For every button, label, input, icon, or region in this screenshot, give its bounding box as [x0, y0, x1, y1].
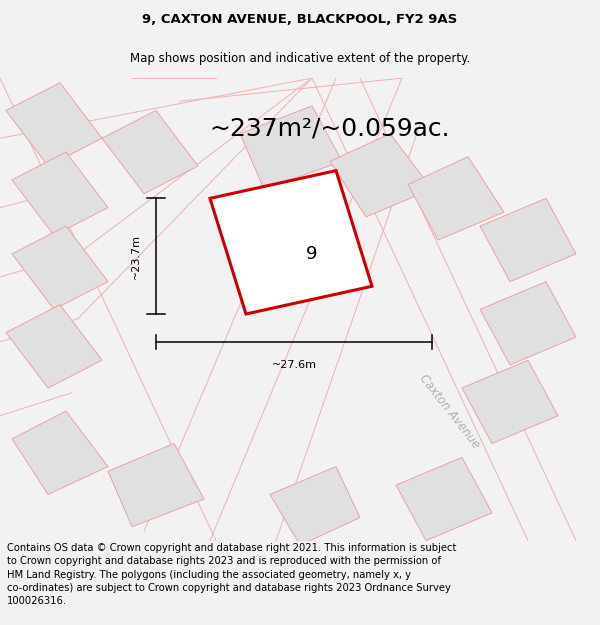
Polygon shape	[330, 134, 432, 217]
Text: Contains OS data © Crown copyright and database right 2021. This information is : Contains OS data © Crown copyright and d…	[7, 543, 457, 606]
Text: Caxton Avenue: Caxton Avenue	[417, 372, 483, 451]
Polygon shape	[480, 282, 576, 365]
Text: ~23.7m: ~23.7m	[131, 234, 141, 279]
Text: 9, CAXTON AVENUE, BLACKPOOL, FY2 9AS: 9, CAXTON AVENUE, BLACKPOOL, FY2 9AS	[142, 13, 458, 26]
Polygon shape	[12, 226, 108, 309]
Polygon shape	[6, 82, 102, 166]
Polygon shape	[102, 111, 198, 194]
Polygon shape	[12, 411, 108, 494]
Polygon shape	[462, 360, 558, 444]
Text: 9: 9	[306, 245, 318, 263]
Polygon shape	[240, 106, 342, 189]
Text: ~237m²/~0.059ac.: ~237m²/~0.059ac.	[209, 117, 451, 141]
Polygon shape	[210, 171, 372, 314]
Polygon shape	[6, 305, 102, 388]
Polygon shape	[108, 444, 204, 527]
Polygon shape	[396, 458, 492, 541]
Polygon shape	[480, 198, 576, 282]
Text: ~27.6m: ~27.6m	[271, 360, 317, 370]
Text: Map shows position and indicative extent of the property.: Map shows position and indicative extent…	[130, 52, 470, 64]
Polygon shape	[12, 152, 108, 236]
Polygon shape	[270, 467, 360, 545]
Polygon shape	[408, 157, 504, 240]
